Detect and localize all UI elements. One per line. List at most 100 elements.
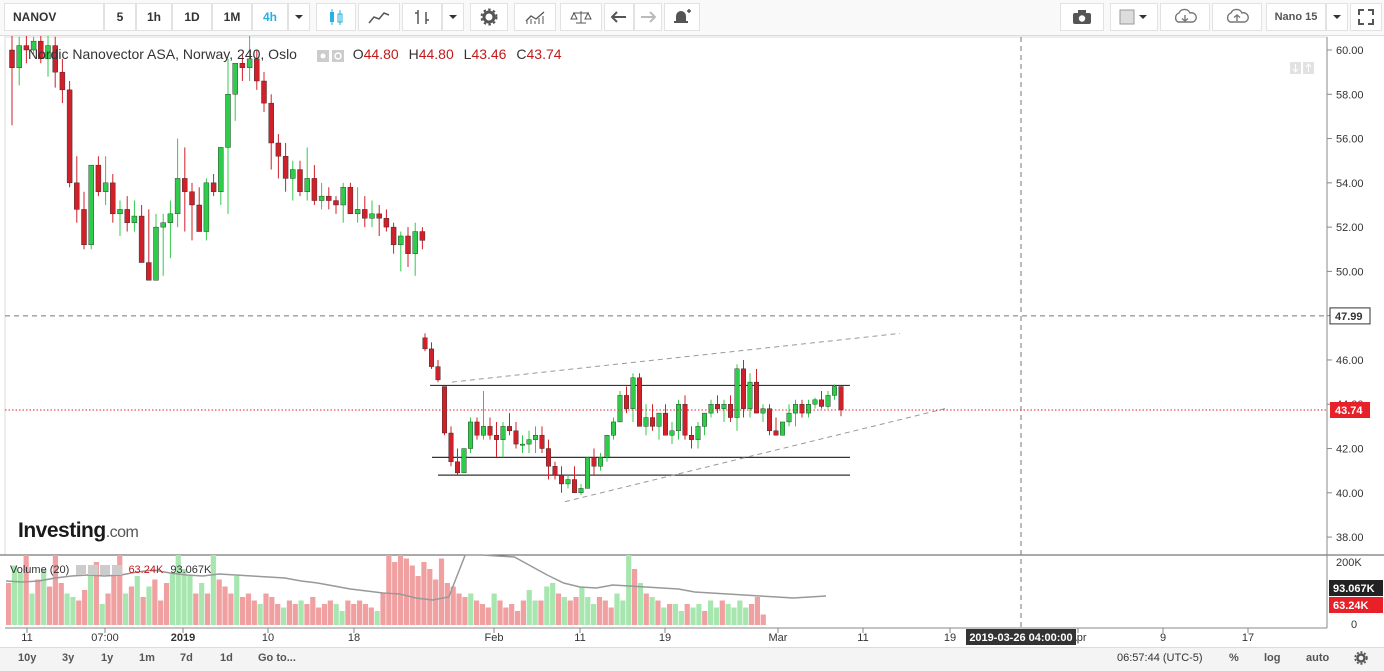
fullscreen-icon xyxy=(1358,9,1374,25)
time-tick-label: 10 xyxy=(262,632,274,644)
candles-icon xyxy=(330,9,343,25)
interval-dropdown-button[interactable] xyxy=(288,3,310,31)
bars-style-button[interactable] xyxy=(402,3,442,31)
time-tick-label: 11 xyxy=(857,632,868,644)
candle-down xyxy=(254,58,260,82)
logo-main: Investing xyxy=(18,519,106,542)
color-picker-button[interactable] xyxy=(1110,3,1158,31)
area-style-button[interactable] xyxy=(358,3,400,31)
range-1m-button[interactable]: 1m xyxy=(139,652,155,664)
range-3y-button[interactable]: 3y xyxy=(62,652,75,664)
interval-1m-label: 1M xyxy=(223,10,241,24)
candle-up xyxy=(611,421,617,436)
interval-1d-button[interactable]: 1D xyxy=(172,3,212,31)
undo-button[interactable] xyxy=(604,3,634,31)
candle-down xyxy=(9,49,15,68)
candle-up xyxy=(533,435,539,440)
log-toggle[interactable]: log xyxy=(1264,652,1281,664)
candle-down xyxy=(95,164,102,192)
volume-bar xyxy=(614,593,620,625)
settings-button[interactable] xyxy=(470,3,508,31)
interval-1m-button[interactable]: 1M xyxy=(212,3,252,31)
range-7d-button[interactable]: 7d xyxy=(180,652,193,664)
clock-label: 06:57:44 (UTC-5) xyxy=(1117,652,1203,664)
interval-4h-label: 4h xyxy=(262,10,277,24)
candle-down xyxy=(767,408,773,432)
low-value: 43.46 xyxy=(471,46,507,62)
candle-up xyxy=(468,421,474,449)
volume-bar xyxy=(111,576,117,625)
volume-bar xyxy=(357,600,363,625)
price-tick-label: 52.00 xyxy=(1336,222,1364,234)
chart-settings-button[interactable] xyxy=(1354,651,1368,668)
volume-ma-label: 93.067K xyxy=(1333,583,1375,595)
symbol-input[interactable]: NANOV xyxy=(4,3,104,31)
indicators-button[interactable] xyxy=(514,3,556,31)
high-label: H xyxy=(408,46,419,62)
nano-layout-button[interactable]: Nano 15 xyxy=(1266,3,1326,31)
volume-series xyxy=(5,554,827,625)
indicators-icon xyxy=(525,11,545,24)
time-tick-label: 2019 xyxy=(171,632,195,644)
compare-button[interactable] xyxy=(560,3,602,31)
candle-up xyxy=(412,231,418,254)
save-chart-button[interactable] xyxy=(1212,3,1262,31)
candle-down xyxy=(474,421,480,436)
style-dropdown-button[interactable] xyxy=(442,3,464,31)
scale-buttons[interactable] xyxy=(1290,62,1314,81)
snapshot-button[interactable] xyxy=(1060,3,1104,31)
fullscreen-button[interactable] xyxy=(1350,3,1382,31)
volume-bar xyxy=(310,597,316,625)
legend-controls[interactable] xyxy=(316,49,345,63)
layout-dropdown-button[interactable] xyxy=(1326,3,1348,31)
volume-bar xyxy=(719,600,725,625)
high-value: 44.80 xyxy=(418,46,454,62)
candle-down xyxy=(74,182,80,210)
range-1y-button[interactable]: 1y xyxy=(101,652,114,664)
candle-down xyxy=(435,366,441,381)
candle-down xyxy=(124,209,130,223)
volume-bar xyxy=(169,572,175,625)
candles-style-button[interactable] xyxy=(316,3,356,31)
candle-up xyxy=(246,58,253,68)
time-tick-label: 19 xyxy=(944,632,956,644)
range-1d-button[interactable]: 1d xyxy=(220,652,233,664)
percent-toggle[interactable]: % xyxy=(1229,652,1239,664)
candle-up xyxy=(812,399,818,405)
trend-line xyxy=(451,332,901,383)
volume-bar xyxy=(748,604,755,625)
volume-bar xyxy=(608,607,614,625)
candle-down xyxy=(390,226,397,246)
candle-up xyxy=(780,421,786,436)
volume-ma-line xyxy=(5,554,827,601)
volume-title: Volume (20) xyxy=(10,564,70,576)
interval-4h-button[interactable]: 4h xyxy=(252,3,288,31)
auto-toggle[interactable]: auto xyxy=(1306,652,1330,664)
alert-button[interactable] xyxy=(664,3,700,31)
candle-up xyxy=(167,213,174,223)
volume-bar xyxy=(380,593,386,625)
volume-bar xyxy=(333,604,339,625)
range-10y-button[interactable]: 10y xyxy=(18,652,37,664)
price-chart[interactable]: 60.0058.0056.0054.0052.0050.0048.0046.00… xyxy=(0,36,1384,649)
candle-up xyxy=(218,147,224,192)
interval-1h-label: 1h xyxy=(146,10,161,24)
volume-value-1: 63.24K xyxy=(128,564,164,576)
price-tick-label: 42.00 xyxy=(1336,444,1364,456)
time-tick-label: 18 xyxy=(348,632,360,644)
volume-legend-controls[interactable] xyxy=(76,565,123,576)
candle-down xyxy=(405,235,411,254)
legend-controls-icon xyxy=(76,565,123,576)
candle-up xyxy=(565,479,571,485)
goto-button[interactable]: Go to... xyxy=(258,652,296,664)
candle-up xyxy=(656,412,662,427)
gear-icon xyxy=(480,8,498,26)
candle-down xyxy=(487,426,493,436)
candle-up xyxy=(398,235,404,246)
interval-5-button[interactable]: 5 xyxy=(104,3,136,31)
volume-bar xyxy=(667,604,673,625)
volume-bar xyxy=(754,597,760,625)
load-chart-button[interactable] xyxy=(1160,3,1210,31)
interval-1h-button[interactable]: 1h xyxy=(136,3,172,31)
redo-button[interactable] xyxy=(634,3,662,31)
